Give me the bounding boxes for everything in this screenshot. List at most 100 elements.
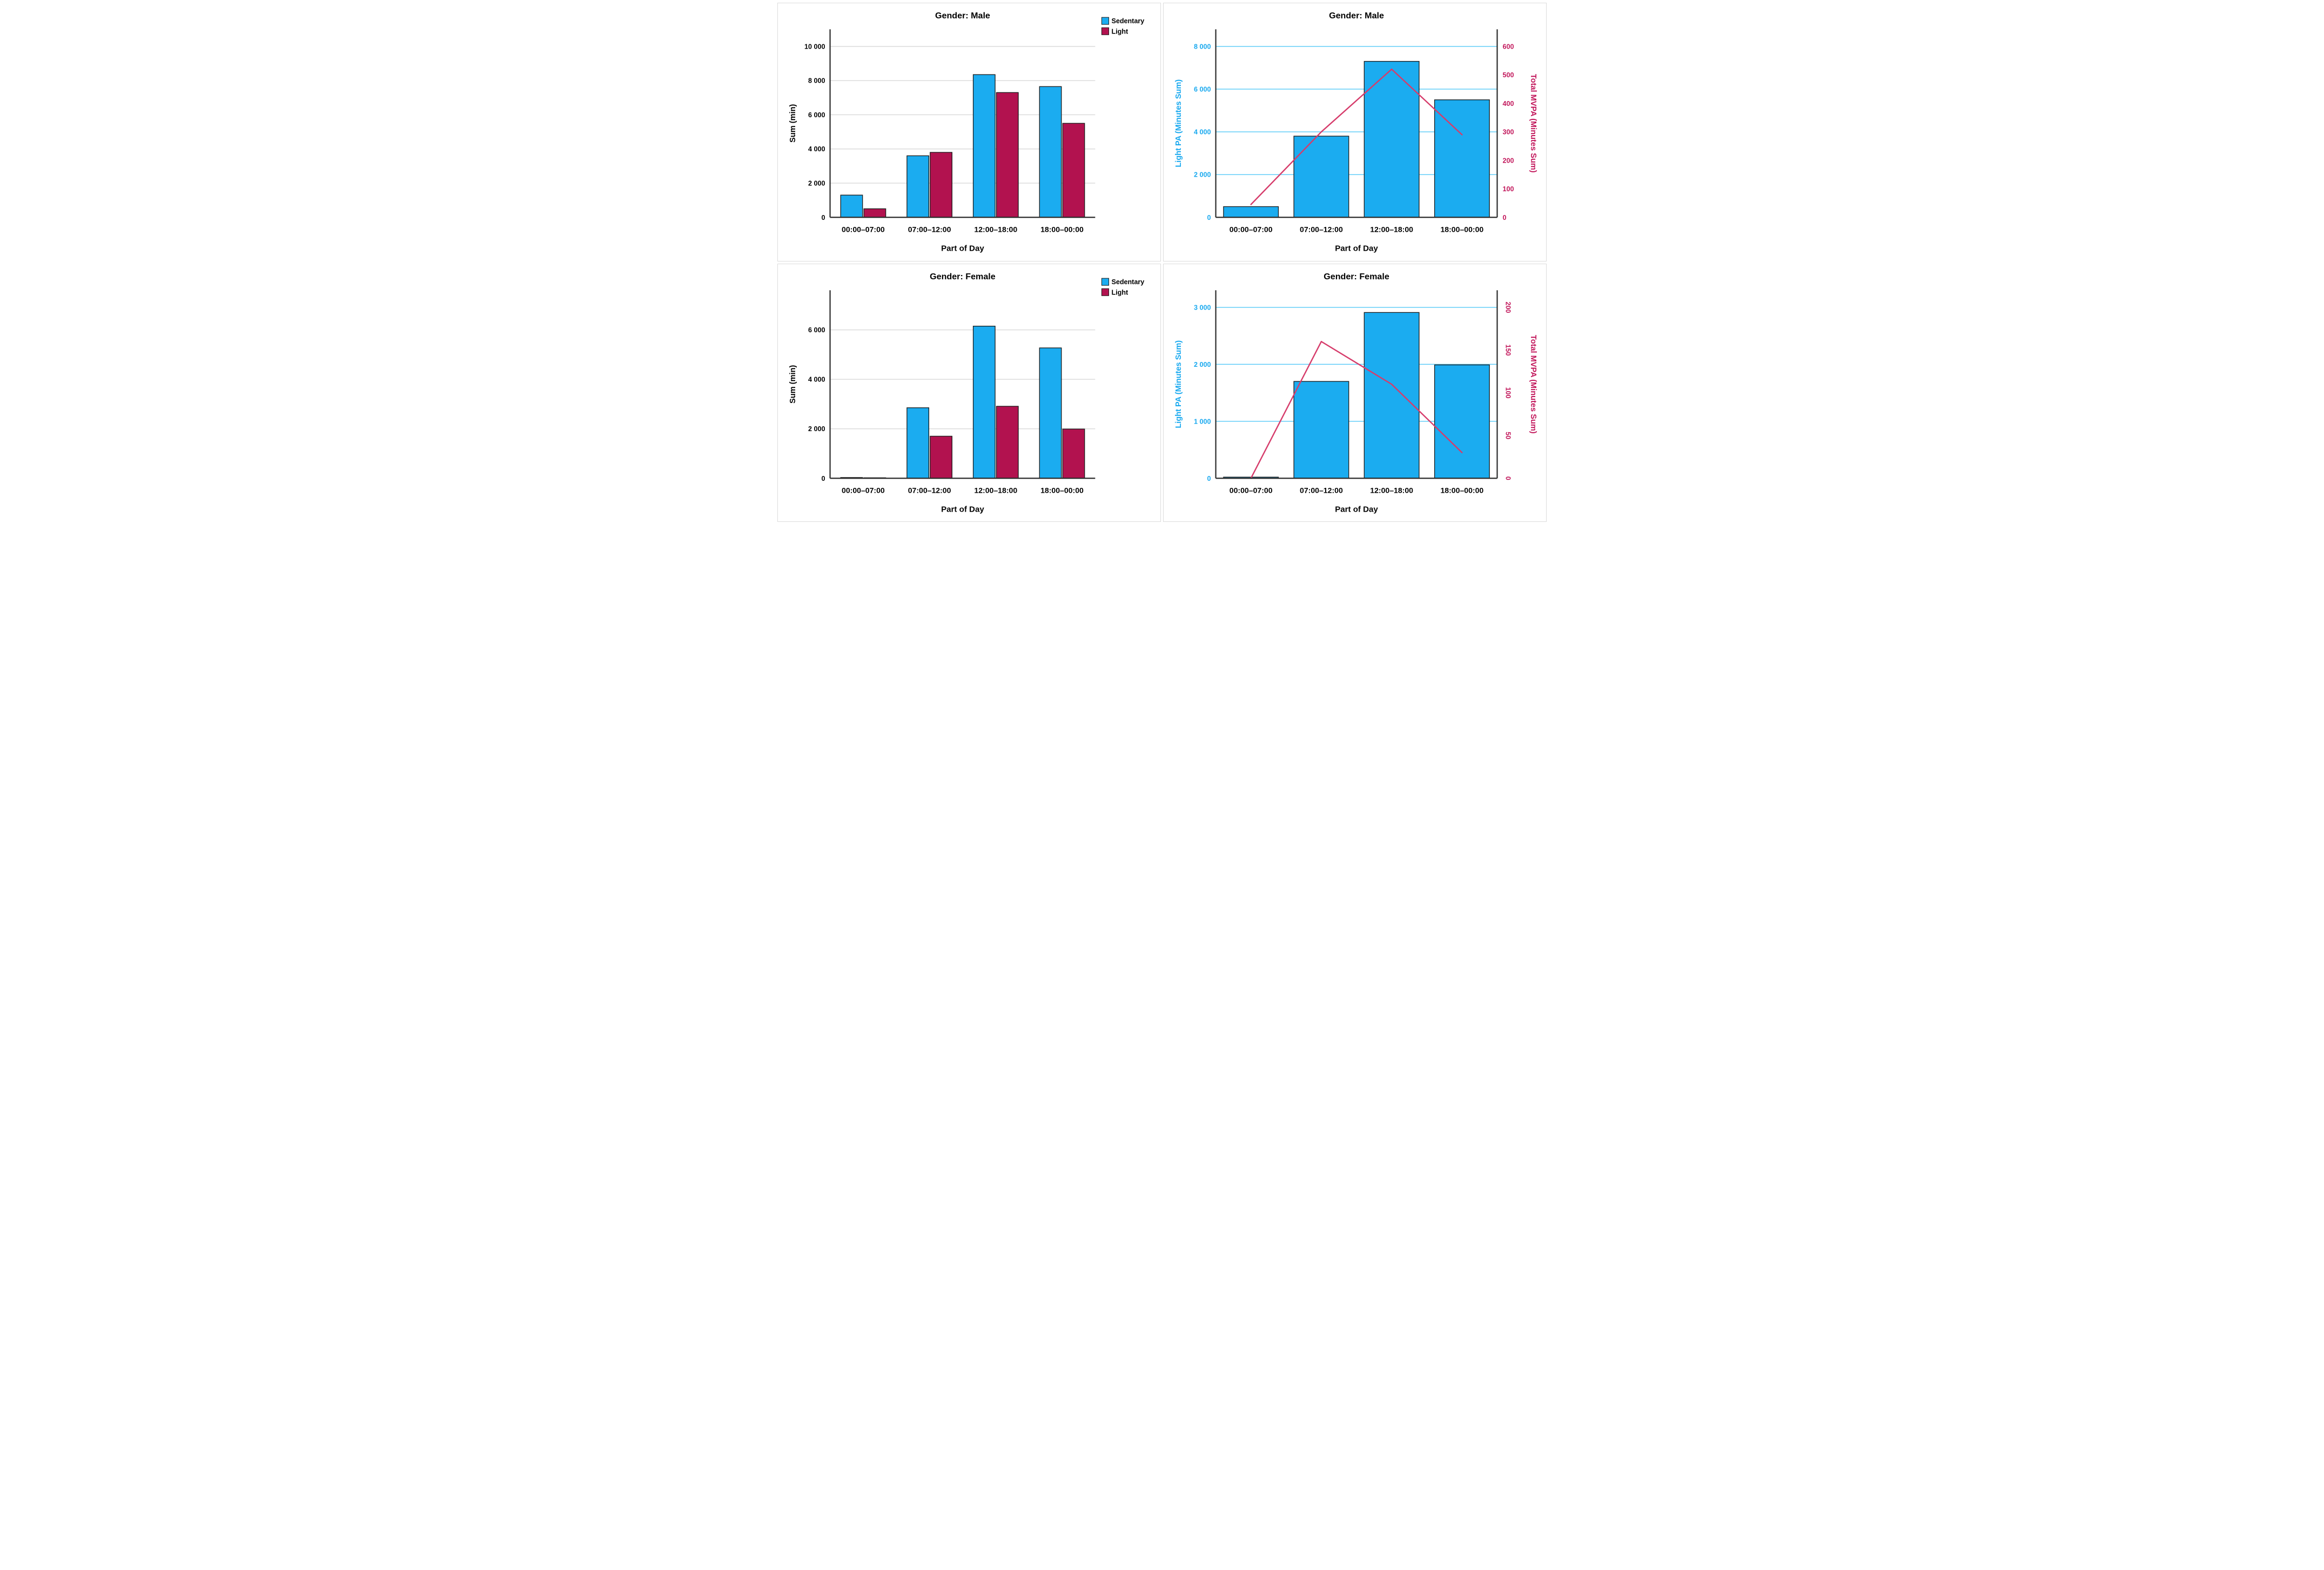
x-category-label: 18:00–00:00 bbox=[1440, 225, 1483, 233]
left-tick-label: 10 000 bbox=[804, 43, 825, 50]
right-axis-title: Total MVPA (Minutes Sum) bbox=[1529, 335, 1537, 434]
right-tick-label: 150 bbox=[1504, 344, 1512, 355]
bar-light-pa bbox=[1363, 312, 1420, 479]
x-axis-title: Part of Day bbox=[941, 505, 984, 514]
right-tick-label: 200 bbox=[1504, 301, 1512, 313]
x-category-label: 00:00–07:00 bbox=[1230, 486, 1273, 494]
chart-title: Gender: Male bbox=[1329, 11, 1384, 21]
left-tick-label: 1 000 bbox=[1194, 418, 1211, 425]
right-tick-label: 300 bbox=[1503, 129, 1514, 136]
male-grouped-bar-chart: Gender: Male 0 2 000 4 000 6 000 8 000 10 000 0… bbox=[789, 11, 1144, 253]
x-category-label: 07:00–12:00 bbox=[908, 486, 951, 494]
x-category-label: 18:00–00:00 bbox=[1040, 225, 1084, 233]
bar-light-pa bbox=[1293, 136, 1349, 218]
right-axis-title: Total MVPA (Minutes Sum) bbox=[1529, 74, 1537, 173]
line-total-mvpa bbox=[1250, 68, 1463, 205]
x-category-label: 12:00–18:00 bbox=[1370, 486, 1413, 494]
left-tick-label: 8 000 bbox=[808, 77, 825, 85]
chart-title: Gender: Female bbox=[930, 272, 996, 281]
left-axis-title: Sum (min) bbox=[789, 104, 797, 142]
chart-title: Gender: Male bbox=[935, 11, 990, 21]
panel-male-grouped-bar: Gender: Male 0 2 000 4 000 6 000 8 000 10 000 0… bbox=[777, 3, 1161, 261]
x-category-label: 18:00–00:00 bbox=[1040, 486, 1084, 494]
bar-light bbox=[1062, 428, 1085, 479]
left-tick-label: 0 bbox=[821, 474, 825, 482]
bar-light-pa bbox=[1434, 99, 1490, 218]
panel-female-bar-line-dual-axis: Gender: Female 0 1 000 2 000 3 000 0 50 100 150 2… bbox=[1163, 263, 1547, 522]
x-axis-title: Part of Day bbox=[1335, 505, 1378, 514]
bar-light bbox=[996, 406, 1019, 479]
legend-label-light: Light bbox=[1111, 28, 1129, 35]
bar-light-pa bbox=[1293, 380, 1349, 479]
legend-swatch-sedentary bbox=[1101, 278, 1109, 286]
x-category-label: 00:00–07:00 bbox=[842, 486, 885, 494]
x-category-label: 00:00–07:00 bbox=[1230, 225, 1273, 233]
bar-sedentary bbox=[1039, 86, 1062, 218]
x-category-label: 07:00–12:00 bbox=[1300, 486, 1343, 494]
right-tick-label: 0 bbox=[1504, 476, 1512, 480]
left-axis-title: Sum (min) bbox=[789, 365, 797, 403]
bar-sedentary bbox=[840, 194, 863, 218]
x-category-label: 12:00–18:00 bbox=[1370, 225, 1413, 233]
right-tick-label: 200 bbox=[1503, 157, 1514, 164]
bar-light bbox=[863, 208, 886, 218]
bar-light bbox=[930, 435, 952, 479]
left-axis-title: Light PA (Minutes Sum) bbox=[1174, 340, 1183, 428]
female-bar-line-dual-axis-chart: Gender: Female 0 1 000 2 000 3 000 0 50 100 150 2… bbox=[1174, 272, 1537, 514]
right-tick-label: 0 bbox=[1503, 214, 1507, 222]
legend-swatch-light bbox=[1101, 288, 1109, 296]
male-bar-line-dual-axis-chart: Gender: Male 0 2 000 4 000 6 000 8 000 0 100 200… bbox=[1174, 11, 1537, 253]
left-tick-label: 4 000 bbox=[808, 145, 825, 153]
charts-grid: Gender: Male 0 2 000 4 000 6 000 8 000 10 000 0… bbox=[777, 3, 1547, 522]
legend-label-light: Light bbox=[1111, 288, 1129, 296]
left-tick-label: 2 000 bbox=[808, 425, 825, 433]
right-tick-label: 600 bbox=[1503, 43, 1514, 50]
chart-title: Gender: Female bbox=[1324, 272, 1389, 281]
charts-page: Gender: Male 0 2 000 4 000 6 000 8 000 10 000 0… bbox=[775, 0, 1549, 525]
left-tick-label: 3 000 bbox=[1194, 304, 1211, 311]
bar-light bbox=[930, 152, 952, 218]
legend-label-sedentary: Sedentary bbox=[1111, 278, 1144, 286]
x-axis-title: Part of Day bbox=[1335, 244, 1378, 253]
bar-sedentary bbox=[972, 325, 996, 479]
right-tick-label: 100 bbox=[1503, 185, 1514, 193]
left-tick-label: 6 000 bbox=[1194, 86, 1211, 93]
left-tick-label: 6 000 bbox=[808, 326, 825, 334]
bar-light bbox=[996, 92, 1019, 218]
x-category-label: 07:00–12:00 bbox=[908, 225, 951, 233]
legend-label-sedentary: Sedentary bbox=[1111, 17, 1144, 25]
panel-male-bar-line-dual-axis: Gender: Male 0 2 000 4 000 6 000 8 000 0 100 200… bbox=[1163, 3, 1547, 261]
bar-light-pa bbox=[1223, 206, 1279, 218]
bar-sedentary bbox=[906, 407, 930, 479]
line-total-mvpa bbox=[1250, 340, 1463, 479]
right-tick-label: 500 bbox=[1503, 71, 1514, 79]
left-tick-label: 2 000 bbox=[1194, 171, 1211, 179]
bar-sedentary bbox=[972, 74, 996, 218]
x-category-label: 07:00–12:00 bbox=[1300, 225, 1343, 233]
female-grouped-bar-chart: Gender: Female 0 2 000 4 000 6 000 00:00–07:0… bbox=[789, 272, 1144, 514]
bar-sedentary bbox=[906, 155, 930, 218]
right-tick-label: 50 bbox=[1504, 432, 1512, 439]
x-category-label: 12:00–18:00 bbox=[974, 486, 1017, 494]
bar-light bbox=[1062, 123, 1085, 218]
x-category-label: 12:00–18:00 bbox=[974, 225, 1017, 233]
left-tick-label: 2 000 bbox=[808, 179, 825, 187]
legend-swatch-sedentary bbox=[1101, 17, 1109, 25]
left-axis-title: Light PA (Minutes Sum) bbox=[1174, 79, 1183, 167]
bar-light-pa bbox=[1363, 61, 1420, 218]
left-tick-label: 8 000 bbox=[1194, 43, 1211, 50]
x-category-label: 18:00–00:00 bbox=[1440, 486, 1483, 494]
legend-swatch-light bbox=[1101, 27, 1109, 35]
right-tick-label: 100 bbox=[1504, 387, 1512, 398]
x-category-label: 00:00–07:00 bbox=[842, 225, 885, 233]
left-tick-label: 2 000 bbox=[1194, 361, 1211, 368]
left-tick-label: 0 bbox=[1207, 474, 1211, 482]
right-tick-label: 400 bbox=[1503, 100, 1514, 108]
x-axis-title: Part of Day bbox=[941, 244, 984, 253]
left-tick-label: 0 bbox=[1207, 214, 1211, 222]
bar-light-pa bbox=[1434, 364, 1490, 479]
bar-sedentary bbox=[1039, 347, 1062, 479]
left-tick-label: 4 000 bbox=[1194, 129, 1211, 136]
left-tick-label: 6 000 bbox=[808, 111, 825, 119]
left-tick-label: 4 000 bbox=[808, 375, 825, 383]
